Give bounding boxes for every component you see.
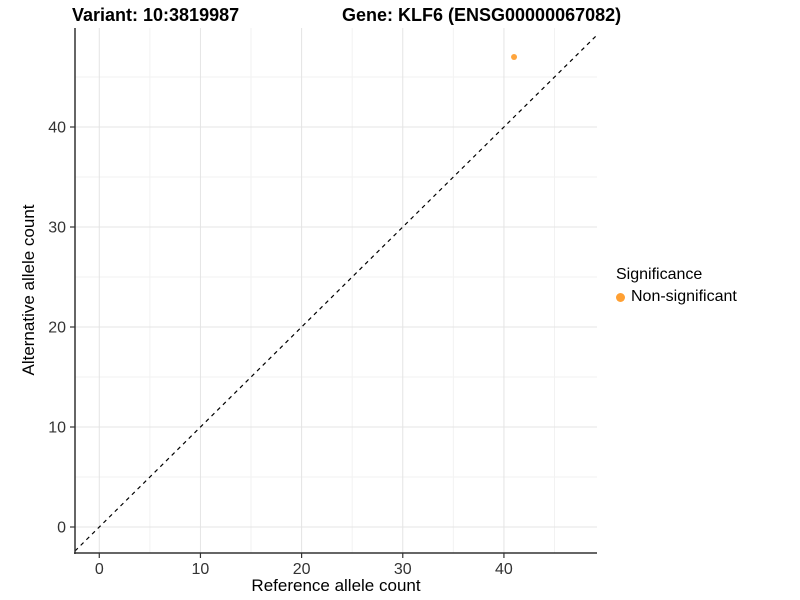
x-tick-label: 30: [394, 561, 412, 578]
y-tick-label: 0: [57, 520, 66, 537]
y-tick-label: 40: [48, 120, 66, 137]
x-axis-title: Reference allele count: [251, 576, 421, 595]
variant-title: Variant: 10:3819987: [72, 5, 240, 25]
legend-item: Non-significant: [616, 288, 737, 306]
data-point: [511, 54, 518, 60]
legend: Significance Non-significant: [616, 266, 737, 306]
y-axis-title: Alternative allele count: [19, 204, 38, 376]
gene-title: Gene: KLF6 (ENSG00000067082): [342, 5, 622, 25]
y-tick-label: 20: [48, 320, 66, 337]
y-tick-label: 30: [48, 220, 66, 237]
legend-item-label: Non-significant: [631, 288, 737, 305]
x-tick-label: 20: [293, 561, 311, 578]
x-tick-label: 40: [495, 561, 513, 578]
x-tick-label: 0: [95, 561, 104, 578]
legend-title: Significance: [616, 266, 703, 283]
identity-reference-line: [74, 34, 598, 552]
legend-point-icon: [616, 292, 625, 302]
x-tick-label: 10: [192, 561, 210, 578]
y-tick-label: 10: [48, 420, 66, 437]
